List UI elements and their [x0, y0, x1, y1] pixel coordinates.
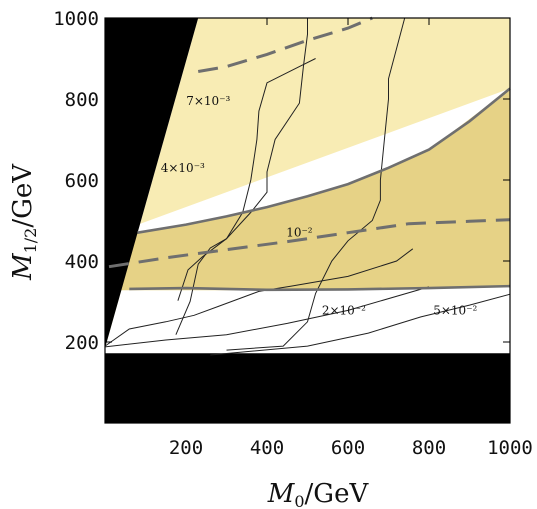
x-tick-label: 800	[412, 437, 446, 459]
y-tick-label: 1000	[53, 8, 99, 30]
shaded-region-light	[105, 18, 510, 349]
regions	[105, 18, 510, 423]
x-tick-label: 600	[331, 437, 365, 459]
excluded-region-1	[105, 18, 199, 349]
x-tick-label: 1000	[487, 437, 533, 459]
contours	[104, 17, 511, 356]
shaded-region-dark	[105, 88, 510, 291]
region-boundary-1	[137, 87, 511, 234]
contour-line-2	[104, 248, 414, 347]
x-tick-label: 200	[169, 437, 203, 459]
contour-line-3	[175, 58, 316, 335]
contour-label-1: 7×10⁻³	[186, 94, 230, 108]
contour-line-6	[210, 293, 511, 356]
plot-frame	[104, 17, 511, 424]
contour-label-2: 4×10⁻³	[161, 161, 205, 175]
contour-label-3: 10⁻²	[286, 226, 313, 240]
excluded-region-2	[105, 353, 510, 423]
y-axis-label: M1/2/GeV	[8, 163, 40, 281]
y-tick-label: 600	[65, 170, 99, 192]
contour-labels: 7×10⁻³ 4×10⁻³ 10⁻² 2×10⁻² 5×10⁻²	[161, 94, 478, 317]
contour-line-4	[177, 18, 308, 301]
boundaries	[108, 16, 511, 292]
y-tick-label: 200	[65, 332, 99, 354]
y-tick-label: 800	[65, 89, 99, 111]
dashed-line-2	[108, 218, 511, 269]
x-axis-label: M0/GeV	[267, 479, 370, 509]
contour-line-1	[104, 286, 430, 348]
x-tick-label: 400	[250, 437, 284, 459]
dashed-line-1	[197, 16, 373, 73]
contour-label-4: 2×10⁻²	[322, 304, 366, 318]
y-tick-label: 400	[65, 251, 99, 273]
contour-line-5	[226, 17, 406, 351]
contour-label-5: 5×10⁻²	[433, 304, 477, 318]
region-boundary-2	[129, 284, 511, 292]
ticks: 200 400 600 800 1000 200 400 600 800 1000	[53, 8, 533, 459]
